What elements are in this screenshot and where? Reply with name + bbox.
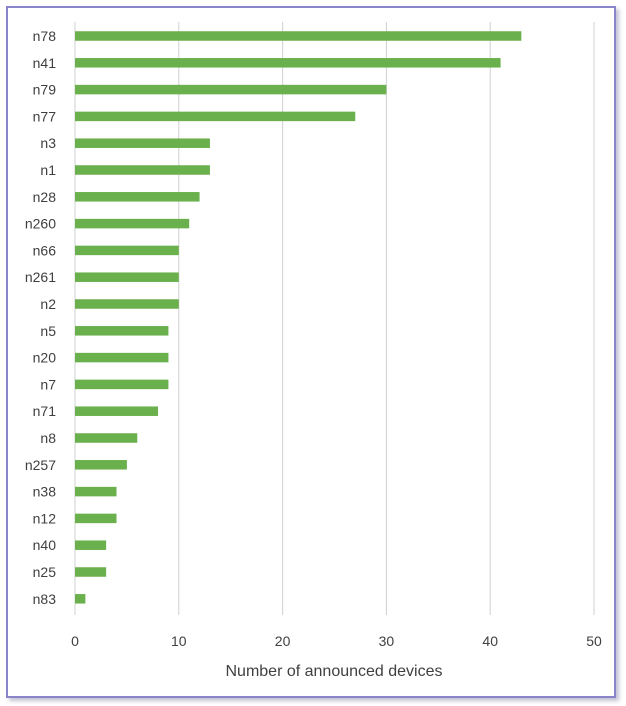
bar-n2 (75, 299, 179, 309)
x-tick-labels: 0 10 20 30 40 50 (71, 633, 602, 649)
category-label-n3: n3 (40, 135, 56, 151)
bar-n5 (75, 326, 169, 336)
bar-n28 (75, 192, 200, 202)
category-label-n7: n7 (40, 376, 56, 392)
bar-n71 (75, 406, 159, 416)
category-label-n25: n25 (33, 564, 57, 580)
bar-n79 (75, 84, 387, 95)
category-label-n5: n5 (40, 323, 56, 339)
category-label-n41: n41 (33, 55, 57, 71)
bar-n3 (75, 138, 210, 148)
category-label-n40: n40 (33, 537, 57, 553)
category-label-n71: n71 (33, 403, 57, 419)
category-label-n2: n2 (40, 296, 56, 312)
category-label-n83: n83 (33, 591, 57, 607)
bar-n41 (75, 58, 501, 68)
category-label-n8: n8 (40, 430, 56, 446)
x-tick-label: 0 (71, 633, 79, 649)
category-label-n20: n20 (33, 350, 57, 366)
gridlines (74, 22, 595, 615)
bars (75, 31, 522, 604)
bar-n66 (75, 245, 179, 256)
x-tick-label: 40 (482, 633, 498, 649)
bar-n78 (75, 31, 522, 41)
category-label-n1: n1 (40, 162, 56, 178)
category-label-n38: n38 (33, 484, 57, 500)
bar-n20 (75, 352, 169, 363)
chart-frame (6, 6, 616, 698)
category-label-n77: n77 (33, 108, 57, 124)
x-tick-label: 50 (586, 633, 602, 649)
bar-n1 (75, 165, 210, 175)
bar-n7 (75, 379, 169, 390)
category-label-n79: n79 (33, 82, 57, 98)
bar-n8 (75, 433, 138, 443)
category-label-n78: n78 (33, 28, 57, 44)
category-label-n257: n257 (25, 457, 56, 473)
bar-n38 (75, 486, 117, 497)
category-label-n66: n66 (33, 242, 57, 258)
x-tick-label: 10 (171, 633, 187, 649)
category-labels: n78 n41 n79 n77 n3 n1 n28 n260 n66 n261 n2 n5 n20 n7 n… (25, 28, 56, 607)
x-tick-label: 30 (379, 633, 395, 649)
x-tick-label: 20 (275, 633, 291, 649)
bar-n25 (75, 567, 107, 577)
bar-n83 (75, 594, 86, 604)
category-label-n12: n12 (33, 510, 57, 526)
x-axis-title: Number of announced devices (225, 663, 442, 680)
bar-n257 (75, 460, 127, 470)
bar-n12 (75, 513, 117, 524)
category-label-n28: n28 (33, 189, 57, 205)
bar-n261 (75, 272, 179, 282)
category-label-n260: n260 (25, 216, 56, 232)
bar-n40 (75, 540, 107, 550)
bar-n77 (75, 111, 356, 122)
bar-n260 (75, 218, 190, 229)
category-label-n261: n261 (25, 269, 56, 285)
